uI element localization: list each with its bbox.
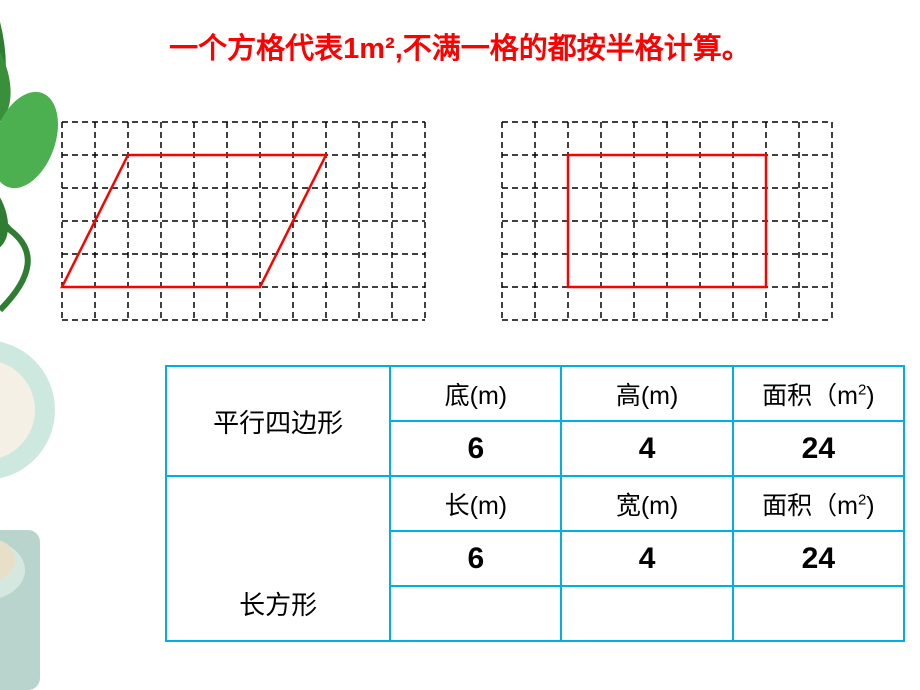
hdr-width: 宽(m) — [561, 476, 732, 531]
val-length-2: 6 — [390, 531, 561, 586]
hdr-length: 长(m) — [390, 476, 561, 531]
rectangle-diagram — [500, 120, 834, 322]
val-height-1: 4 — [561, 421, 732, 476]
diagrams-area — [0, 120, 920, 330]
comparison-table: 平行四边形 底(m) 高(m) 面积（m2) 6 4 24 长方形 长(m) 宽… — [165, 365, 905, 642]
left-decoration — [0, 0, 100, 690]
empty-1 — [390, 586, 561, 641]
parallelogram-diagram — [60, 120, 427, 322]
val-area-2: 24 — [733, 531, 904, 586]
hdr-height: 高(m) — [561, 366, 732, 421]
empty-2 — [561, 586, 732, 641]
val-width-2: 4 — [561, 531, 732, 586]
hdr-area-1: 面积（m2) — [733, 366, 904, 421]
page-title: 一个方格代表1m²,不满一格的都按半格计算。 — [0, 25, 920, 67]
val-base-1: 6 — [390, 421, 561, 476]
hdr-area-2: 面积（m2) — [733, 476, 904, 531]
row-label-rectangle: 长方形 — [166, 476, 390, 641]
row-label-parallelogram: 平行四边形 — [166, 366, 390, 476]
val-area-1: 24 — [733, 421, 904, 476]
hdr-base: 底(m) — [390, 366, 561, 421]
empty-3 — [733, 586, 904, 641]
